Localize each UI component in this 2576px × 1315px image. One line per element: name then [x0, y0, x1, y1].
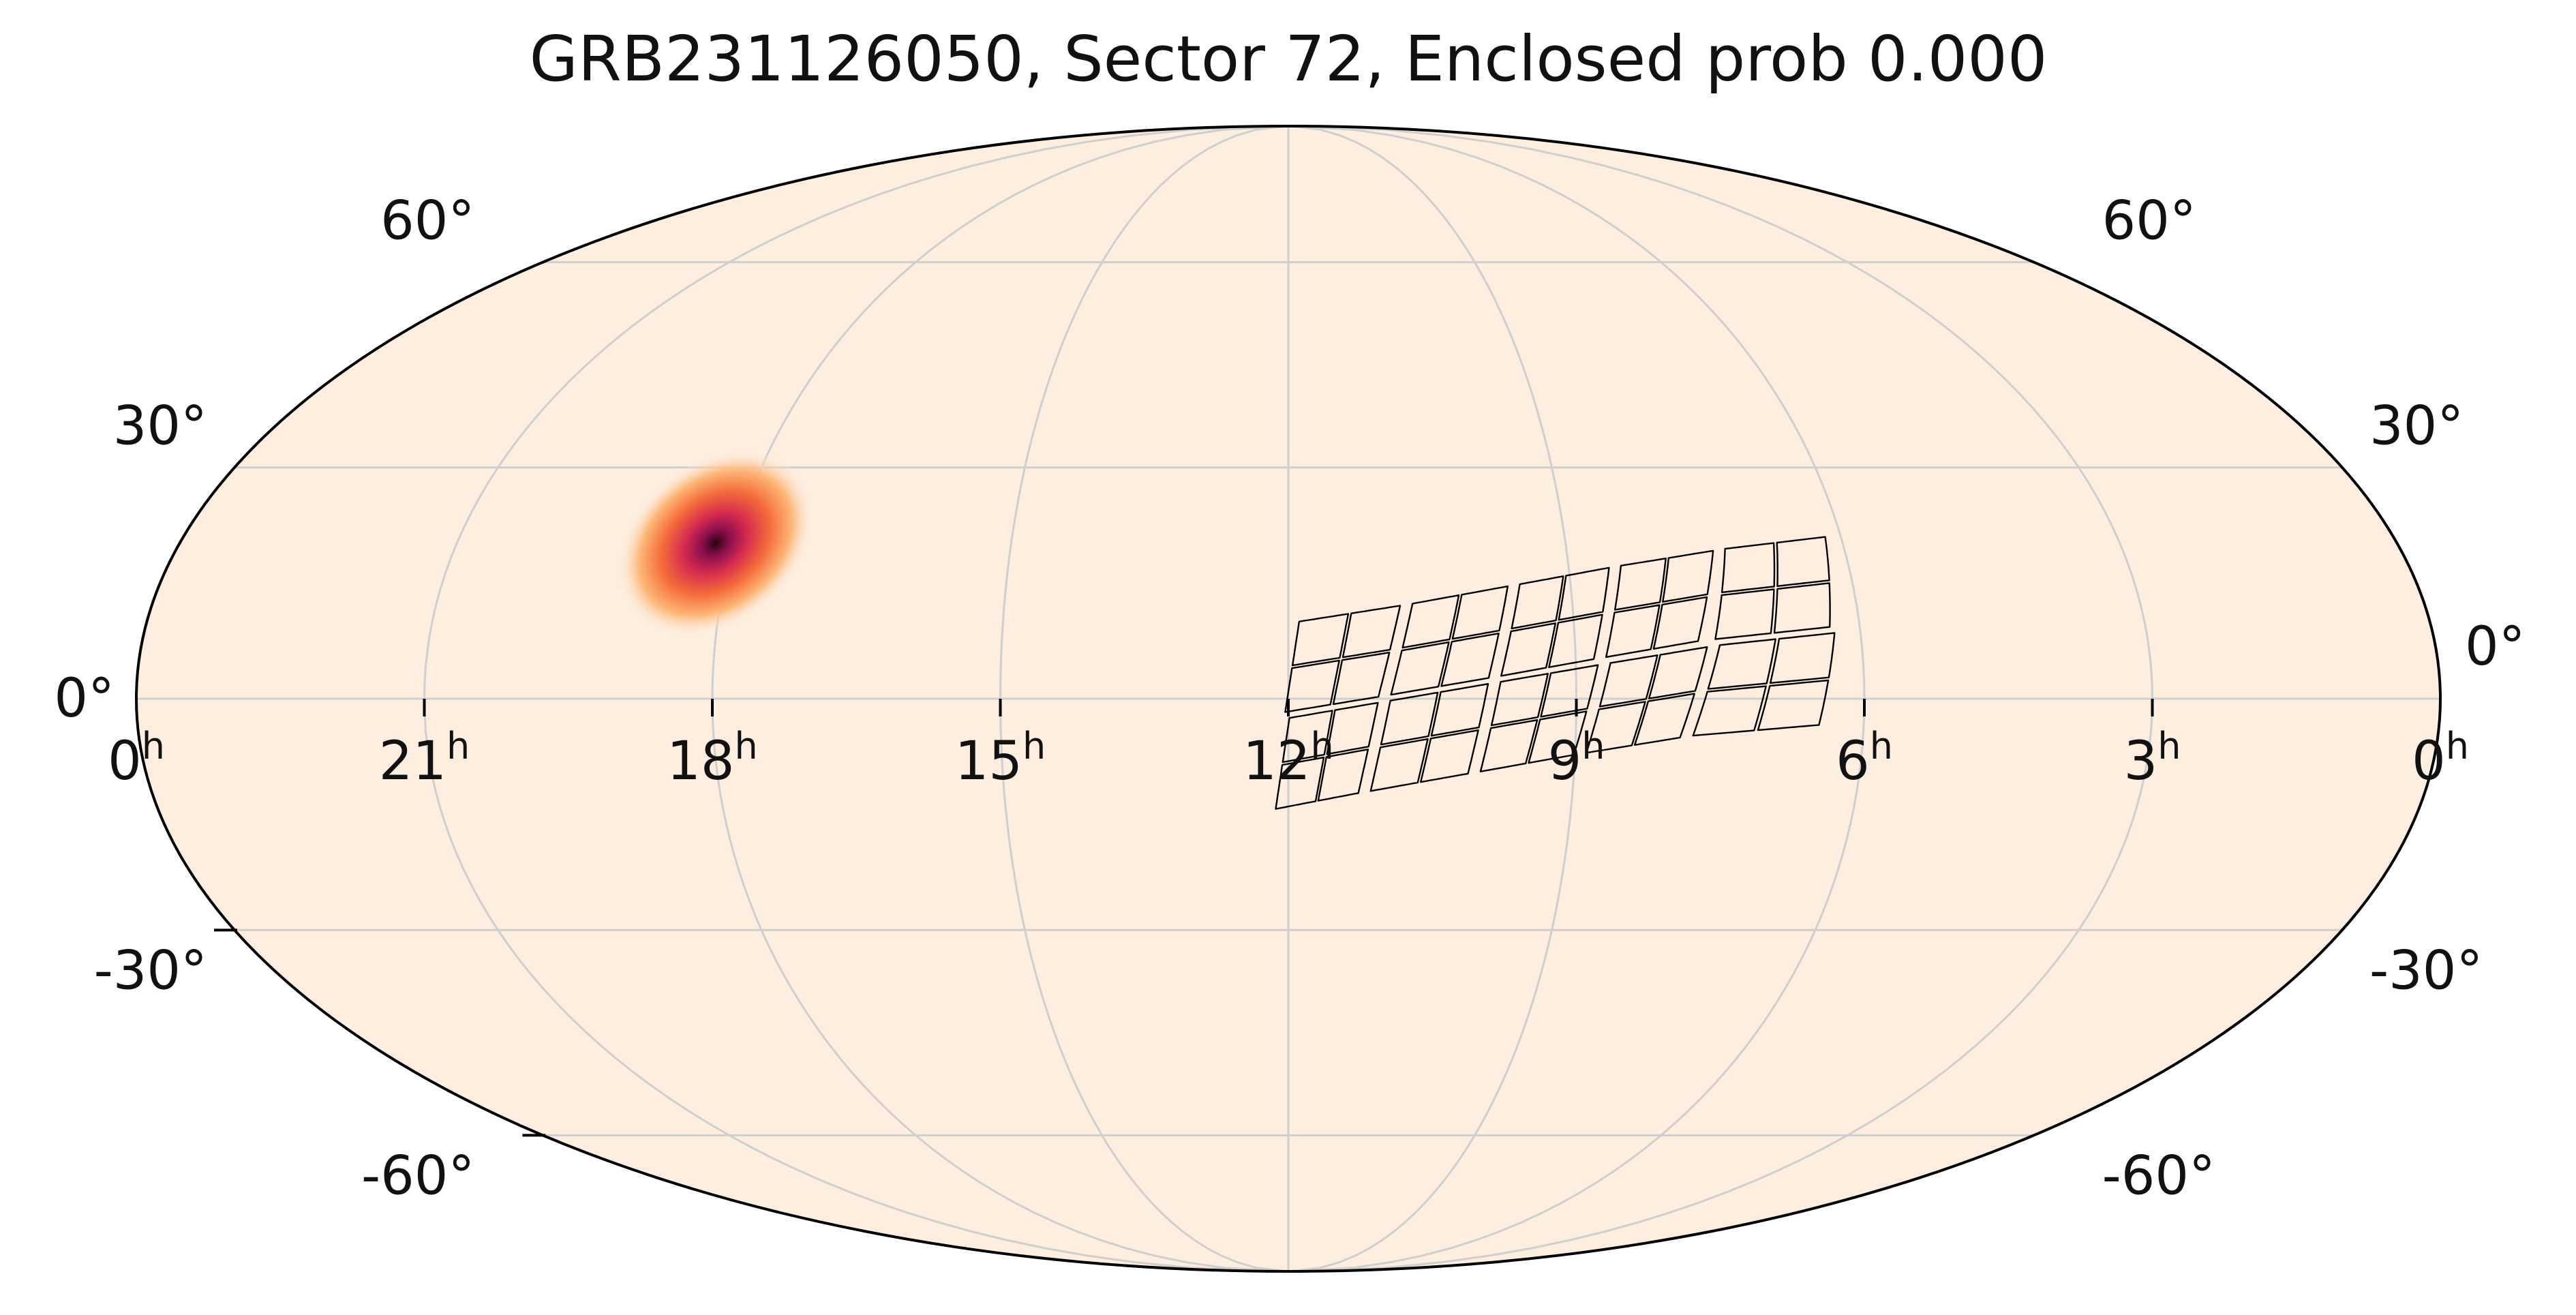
footprint-ccd-lower-0-3 [1317, 749, 1369, 802]
dec-tick-label-left: 30° [113, 396, 207, 457]
localization-blob [617, 449, 814, 637]
dec-tick-label-left: -30° [94, 940, 207, 1001]
footprint-ccd-upper-0-0 [1291, 613, 1350, 667]
footprint-ccd-lower-0-1 [1326, 701, 1379, 755]
ra-tick-label: 18h [667, 725, 758, 792]
footprint-ccd-lower-1-0 [1380, 691, 1439, 746]
ra-tick-label: 15h [955, 725, 1046, 792]
footprint-ccd-lower-4-2 [1692, 685, 1767, 737]
footprint-ccd-lower-3-3 [1633, 693, 1695, 746]
footprint-ccd-upper-1-1 [1451, 585, 1509, 640]
ra-tick-label: 6h [1836, 725, 1893, 792]
footprint-ccd-upper-1-3 [1440, 633, 1500, 687]
sky-outline [135, 125, 2442, 1273]
footprint-ccd-upper-4-1 [1776, 536, 1830, 587]
dec-tick-label-left: 0° [54, 668, 115, 729]
localization-blob-group [617, 449, 814, 637]
footprint-ccd-lower-2-0 [1490, 673, 1549, 727]
footprint-ccd-lower-1-1 [1430, 683, 1489, 737]
footprint-ccd-lower-2-1 [1540, 664, 1599, 718]
ra-tick-label: 0h [108, 725, 165, 792]
footprint-ccd-lower-1-3 [1420, 729, 1479, 783]
footprint-ccd-lower-3-2 [1586, 701, 1646, 754]
dec-tick-label-right: 0° [2465, 616, 2526, 678]
dec-ticks: 60° 60° 30° 30° 0° 0° -30° -30° -60° -60° [54, 191, 2525, 1207]
footprint-ccd-lower-0-0 [1282, 710, 1333, 764]
footprint-ccd-upper-4-0 [1721, 542, 1776, 594]
footprint-ccd-upper-2-1 [1558, 566, 1610, 621]
footprint-ccd-lower-3-1 [1648, 646, 1708, 699]
footprint-ccd-upper-3-1 [1662, 549, 1714, 603]
footprint-ccd-upper-1-0 [1401, 594, 1460, 649]
footprint-ccd-upper-2-0 [1511, 575, 1564, 630]
chart-title: GRB231126050, Sector 72, Enclosed prob 0… [530, 22, 2048, 95]
tess-footprint [1275, 536, 1836, 810]
ra-tick-label: 3h [2124, 725, 2181, 792]
footprint-ccd-upper-2-3 [1548, 614, 1603, 668]
dec-tick-label-right: -30° [2369, 940, 2483, 1001]
ra-ticks: 0h 21h 18h 15h 12h 9h 6h 3h 0h [108, 699, 2469, 792]
footprint-ccd-lower-2-2 [1479, 719, 1539, 772]
footprint-ccd-lower-4-1 [1769, 632, 1836, 684]
footprint-ccd-upper-3-2 [1605, 604, 1661, 659]
localization-region [617, 449, 814, 637]
ra-tick-label: 0h [2412, 725, 2469, 792]
footprint-ccd-upper-2-2 [1500, 622, 1556, 677]
footprint-ccd-upper-1-2 [1390, 641, 1450, 696]
ra-tick-label: 9h [1548, 725, 1605, 792]
dec-tick-label-right: -60° [2102, 1145, 2215, 1207]
footprint-ccd-upper-0-1 [1342, 605, 1401, 659]
footprint-ccd-upper-3-0 [1614, 558, 1667, 611]
footprint-ccd-lower-3-0 [1598, 654, 1658, 708]
footprint-ccd-lower-2-3 [1528, 710, 1588, 764]
ra-tick-label: 12h [1243, 725, 1334, 792]
footprint-ccd-lower-4-3 [1757, 679, 1830, 731]
footprint-ccd-upper-0-2 [1284, 659, 1340, 713]
ra-tick-label: 21h [379, 725, 470, 792]
dec-tick-label-right: 60° [2102, 191, 2196, 252]
footprint-ccd-upper-4-3 [1773, 582, 1831, 634]
footprint-ccd-lower-1-2 [1369, 738, 1429, 792]
footprint-ccd-upper-3-3 [1652, 596, 1708, 650]
dec-tick-label-left: 60° [380, 191, 474, 252]
footprint-ccd-upper-4-2 [1714, 588, 1775, 640]
footprint-ccd-lower-0-2 [1275, 756, 1325, 810]
dec-tick-label-left: -60° [361, 1145, 474, 1207]
dec-tick-label-right: 30° [2369, 396, 2464, 457]
footprint-ccd-lower-4-0 [1707, 638, 1776, 690]
footprint-ccd-upper-0-3 [1332, 652, 1391, 706]
